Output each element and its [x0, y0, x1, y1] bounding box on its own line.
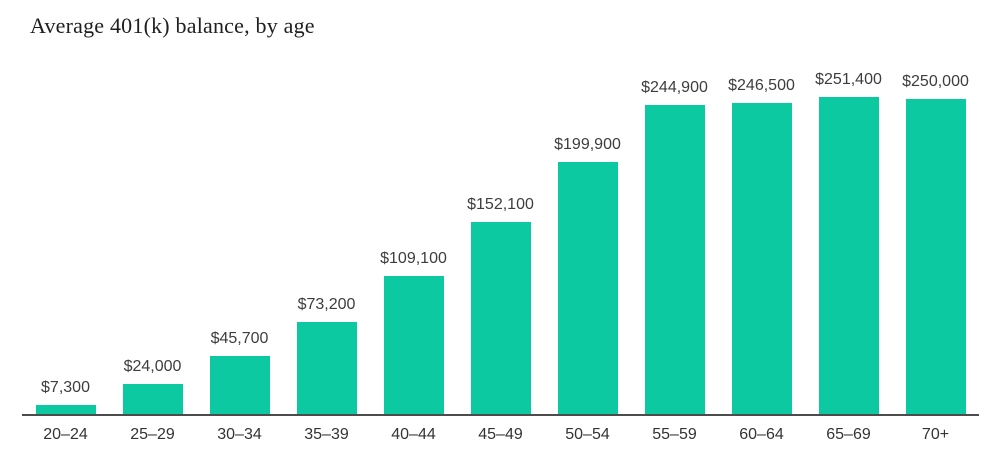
bar-value-label: $109,100 [380, 250, 447, 267]
bar-value-label: $152,100 [467, 196, 534, 213]
x-axis-tick-label: 50–54 [565, 426, 610, 443]
bar [122, 384, 183, 414]
bar [383, 276, 444, 414]
bar [470, 222, 531, 414]
bar [557, 162, 618, 414]
bar [818, 97, 879, 414]
bar [644, 105, 705, 414]
bar-column: $73,200 [283, 55, 370, 414]
plot-area: $7,300 $24,000 $45,700 $73,200 $109,100 $152,… [22, 55, 979, 443]
bar-value-label: $246,500 [728, 77, 795, 94]
bar-column: $45,700 [196, 55, 283, 414]
bar-value-label: $73,200 [297, 296, 356, 313]
bar [731, 103, 792, 414]
bar-column: $7,300 [22, 55, 109, 414]
bar [209, 356, 270, 414]
x-axis-tick-label: 20–24 [43, 426, 88, 443]
bar [35, 405, 96, 414]
bar-value-label: $45,700 [210, 330, 269, 347]
bar-value-label: $250,000 [902, 73, 969, 90]
bar-column: $199,900 [544, 55, 631, 414]
bar-value-label: $199,900 [554, 136, 621, 153]
bar [905, 99, 966, 414]
bar-column: $246,500 [718, 55, 805, 414]
x-axis-tick-label: 45–49 [478, 426, 523, 443]
bar [296, 322, 357, 414]
chart-title: Average 401(k) balance, by age [30, 13, 315, 38]
bar-column: $244,900 [631, 55, 718, 414]
x-axis-tick-label: 60–64 [739, 426, 784, 443]
bar-column: $109,100 [370, 55, 457, 414]
x-axis-tick-label: 55–59 [652, 426, 697, 443]
x-axis-tick-label: 70+ [921, 426, 950, 443]
bar-column: $24,000 [109, 55, 196, 414]
bar-value-label: $244,900 [641, 79, 708, 96]
x-axis-tick-label: 25–29 [130, 426, 175, 443]
bars-container: $7,300 $24,000 $45,700 $73,200 $109,100 $152,… [22, 55, 979, 414]
x-axis-tick-labels: 20–24 25–29 30–34 35–39 40–44 45–49 50–54 55–59… [22, 426, 979, 444]
bar-value-label: $251,400 [815, 71, 882, 88]
x-axis-tick-label: 35–39 [304, 426, 349, 443]
bar-column: $250,000 [892, 55, 979, 414]
bar-value-label: $7,300 [41, 379, 90, 396]
bar-value-label: $24,000 [123, 358, 182, 375]
x-axis-tick-label: 65–69 [826, 426, 871, 443]
x-axis-tick-label: 40–44 [391, 426, 436, 443]
bar-column: $152,100 [457, 55, 544, 414]
x-axis-line [22, 414, 979, 416]
x-axis-tick-label: 30–34 [217, 426, 262, 443]
bar-column: $251,400 [805, 55, 892, 414]
